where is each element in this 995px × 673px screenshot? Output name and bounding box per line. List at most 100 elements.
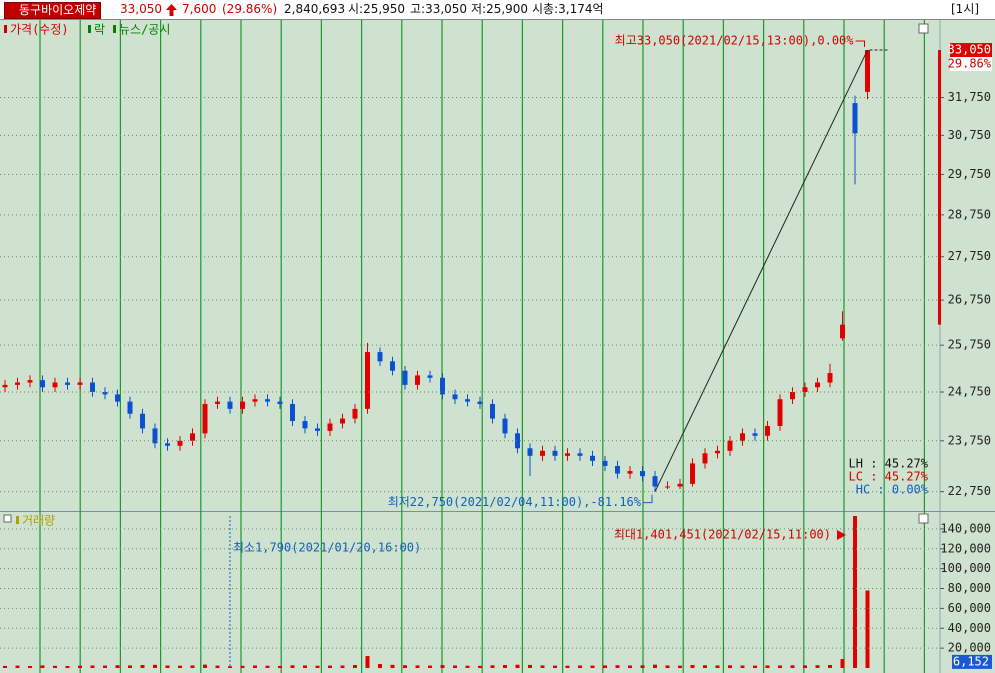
volume-bar xyxy=(453,665,457,668)
volume-bar xyxy=(828,665,832,668)
candle-body xyxy=(452,394,458,400)
annotation-arrow xyxy=(643,494,653,504)
volume-bar xyxy=(465,665,470,668)
volume-bar xyxy=(815,665,820,668)
volume-bar xyxy=(740,665,745,668)
min-annotation: 최저22,750(2021/02/04,11:00),-81.16% xyxy=(388,495,642,509)
stock-name[interactable]: 동구바이오제약 xyxy=(4,2,102,19)
candle-body xyxy=(477,401,483,405)
volume-bar xyxy=(228,666,232,668)
y-tick-label: 22,750 xyxy=(948,484,991,498)
volume-bar xyxy=(603,665,607,668)
volume-bar xyxy=(15,665,20,668)
legend-marker xyxy=(113,25,116,33)
volume-bar xyxy=(90,665,95,668)
volume-bar xyxy=(415,665,420,668)
candle-body xyxy=(702,453,708,464)
candle-body xyxy=(602,460,608,466)
current-volume-label: 6,152 xyxy=(953,654,989,668)
volume-bar xyxy=(165,665,170,668)
candle-body xyxy=(177,440,183,446)
stat-label: HC : 0.00% xyxy=(856,483,929,497)
volume-bar xyxy=(203,664,207,668)
volume: 2,840,693 xyxy=(284,2,346,16)
candle-body xyxy=(290,404,295,422)
volume-bar xyxy=(128,665,132,668)
candle-body xyxy=(502,418,508,434)
candle-body xyxy=(615,465,620,474)
market-cap: 시총:3,174억 xyxy=(532,2,604,16)
change-pct: (29.86%) xyxy=(222,2,278,16)
candle-body xyxy=(802,387,808,393)
volume-bar xyxy=(665,665,670,668)
interval[interactable]: [1시] xyxy=(951,2,980,16)
candle-body xyxy=(727,440,733,451)
volume-bar xyxy=(353,665,357,668)
y-tick-label: 20,000 xyxy=(948,641,991,655)
candle-body xyxy=(152,428,158,444)
change-box xyxy=(950,57,992,72)
candle-body xyxy=(515,433,520,449)
volume-bar xyxy=(703,665,707,668)
volume-bar xyxy=(3,665,7,668)
candle-body xyxy=(540,450,545,456)
volume-bar xyxy=(540,665,545,668)
volume-bar xyxy=(253,665,257,668)
volume-bar xyxy=(153,664,157,668)
date-grid xyxy=(39,20,926,673)
candle-body xyxy=(65,382,70,385)
candle-body xyxy=(852,103,858,134)
candle-body xyxy=(90,382,95,393)
candle-body xyxy=(77,382,83,385)
stat-label: LC : 45.27% xyxy=(849,470,929,484)
volume-bar xyxy=(628,665,632,668)
current-price-box xyxy=(950,43,992,58)
volume-bar xyxy=(565,665,570,668)
candle-body xyxy=(2,384,8,388)
volume-bar xyxy=(715,665,720,668)
volume-bar xyxy=(328,665,332,668)
volume-bar xyxy=(115,665,120,668)
volume-bar xyxy=(553,665,557,668)
volume-bar xyxy=(853,516,857,668)
volume-bar xyxy=(278,665,282,668)
y-tick-label: 40,000 xyxy=(948,621,991,635)
volume-bar xyxy=(190,665,195,668)
y-tick-label: 60,000 xyxy=(948,601,991,615)
volume-bar xyxy=(653,664,657,668)
volume-bar xyxy=(65,666,70,668)
volume-bar xyxy=(590,665,595,668)
candle-body xyxy=(215,401,220,405)
y-tick-label: 26,750 xyxy=(948,293,991,307)
y-tick-label: 100,000 xyxy=(940,561,991,575)
annotation-arrow xyxy=(837,530,846,540)
volume-bar xyxy=(265,665,270,668)
high-low-line xyxy=(654,49,868,492)
current-price-label: 33,050 xyxy=(948,43,991,57)
volume-bar xyxy=(678,665,682,668)
volume-bar xyxy=(490,665,495,668)
volume-bar xyxy=(478,665,482,668)
panel-button[interactable] xyxy=(918,513,929,524)
candle-body xyxy=(427,375,433,378)
volume-bar xyxy=(315,665,320,668)
candle-body xyxy=(315,428,320,431)
candle-body xyxy=(227,401,233,409)
candle-body xyxy=(640,471,645,477)
panel-button[interactable] xyxy=(918,23,929,34)
candle-body xyxy=(102,392,108,395)
volume-bar xyxy=(840,659,845,668)
volume-bar xyxy=(240,665,245,668)
candle-body xyxy=(865,50,870,92)
volume-bar xyxy=(753,665,757,668)
volume-bar xyxy=(778,665,782,668)
candle-body xyxy=(790,392,795,400)
candle-body xyxy=(140,413,145,429)
panel-button[interactable] xyxy=(3,514,12,523)
y-tick-label: 30,750 xyxy=(948,128,991,142)
candle-body xyxy=(402,370,408,385)
legend-item: 뉴스/공시 xyxy=(119,23,170,37)
candle-body xyxy=(252,399,258,402)
volume-bar xyxy=(340,665,345,668)
candle-body xyxy=(302,421,308,429)
